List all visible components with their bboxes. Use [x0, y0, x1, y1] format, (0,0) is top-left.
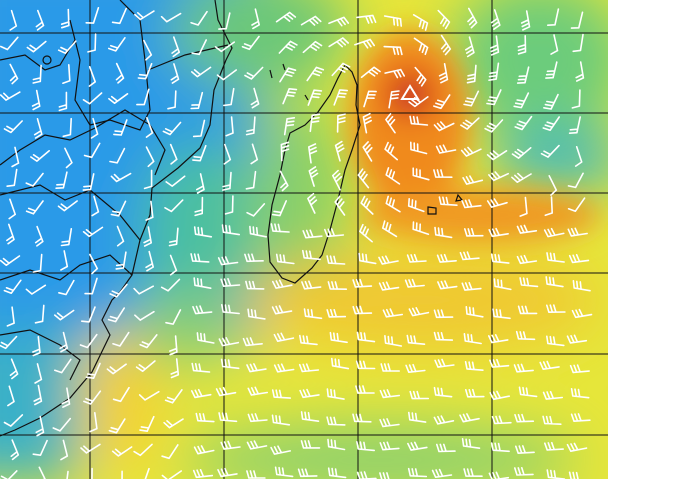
grid [0, 0, 608, 479]
wind-barbs [0, 7, 593, 479]
cyclone-marker [400, 84, 420, 100]
coastlines [0, 0, 464, 437]
map-area [0, 0, 608, 479]
